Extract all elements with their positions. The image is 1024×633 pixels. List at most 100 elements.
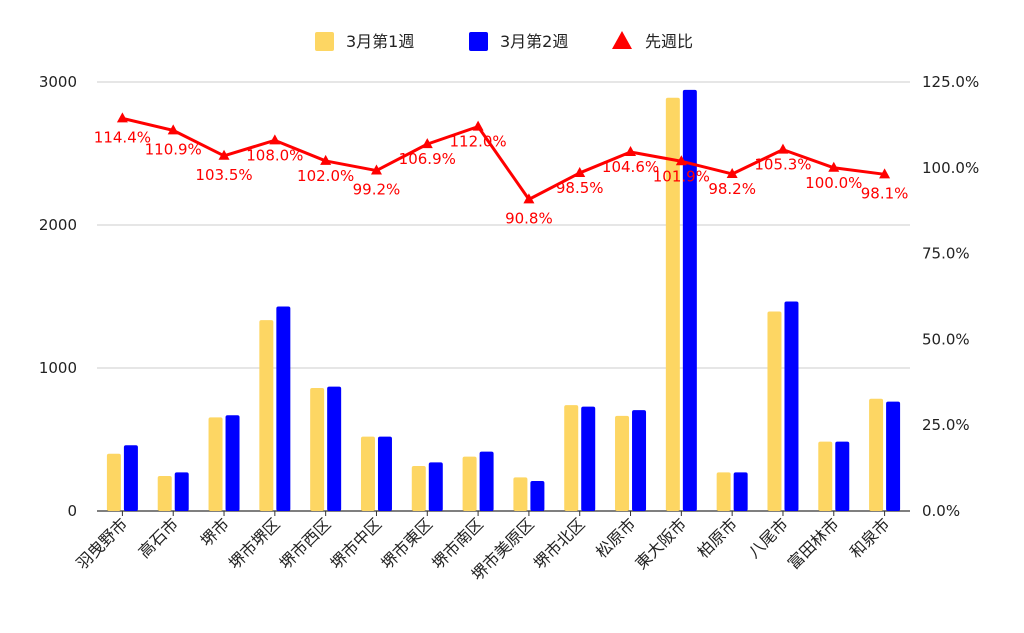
ratio-data-label: 101.9%: [653, 167, 710, 185]
legend-item-week1[interactable]: 3月第1週: [315, 32, 414, 51]
category-label: 和泉市: [846, 514, 893, 561]
bar-week2[interactable]: [682, 89, 697, 512]
bar-week2[interactable]: [225, 415, 240, 511]
bar-week1[interactable]: [665, 97, 680, 511]
ratio-data-label: 105.3%: [754, 156, 811, 174]
legend-label-week2: 3月第2週: [500, 32, 568, 51]
ratio-data-labels: 114.4%110.9% 103.5% 108.0% 102.0%99.2% 106.9…: [94, 128, 909, 227]
right-tick-label: 100.0%: [922, 159, 979, 177]
ratio-marker[interactable]: [421, 138, 433, 149]
bar-week1[interactable]: [310, 388, 325, 511]
bar-series: [106, 89, 901, 512]
ratio-marker[interactable]: [269, 134, 281, 145]
legend-label-ratio: 先週比: [645, 32, 693, 51]
bar-week1[interactable]: [615, 415, 630, 511]
ratio-data-label: 114.4%: [94, 128, 151, 146]
ratio-marker[interactable]: [777, 143, 789, 154]
legend-swatch-week1: [315, 32, 334, 51]
category-label: 富田林市: [784, 514, 843, 573]
bar-week1[interactable]: [716, 472, 731, 511]
ratio-line: [122, 116, 885, 201]
ratio-data-label: 106.9%: [399, 150, 456, 168]
bar-week1[interactable]: [818, 441, 833, 511]
left-tick-label: 2000: [39, 216, 77, 234]
bar-week2[interactable]: [886, 401, 901, 511]
ratio-marker[interactable]: [675, 155, 687, 166]
ratio-data-label: 98.1%: [861, 184, 909, 202]
left-tick-label: 1000: [39, 359, 77, 377]
ratio-data-label: 110.9%: [145, 140, 202, 158]
ratio-marker[interactable]: [574, 166, 586, 177]
ratio-marker[interactable]: [370, 164, 382, 175]
category-label: 堺市中区: [327, 514, 386, 573]
bar-week1[interactable]: [462, 456, 477, 511]
category-label: 堺市堺区: [225, 514, 284, 573]
ratio-marker[interactable]: [879, 168, 891, 179]
bar-week2[interactable]: [123, 445, 138, 511]
legend: 3月第1週 3月第2週 先週比: [315, 31, 693, 51]
legend-swatch-week2: [469, 32, 488, 51]
ratio-data-label: 112.0%: [449, 133, 506, 151]
left-tick-label: 0: [67, 502, 77, 520]
bar-week2[interactable]: [377, 436, 392, 511]
ratio-marker[interactable]: [726, 167, 738, 178]
category-label: 柏原市: [694, 514, 741, 561]
ratio-marker[interactable]: [167, 124, 179, 135]
bar-week2[interactable]: [327, 386, 342, 511]
bar-week1[interactable]: [564, 405, 579, 511]
right-tick-label: 25.0%: [922, 416, 970, 434]
bar-week2[interactable]: [784, 301, 799, 511]
bar-week2[interactable]: [835, 441, 850, 511]
bar-week2[interactable]: [733, 472, 748, 511]
ratio-marker[interactable]: [320, 154, 332, 165]
category-label: 羽曳野市: [73, 514, 132, 573]
legend-item-ratio[interactable]: 先週比: [612, 31, 693, 51]
legend-triangle-icon: [612, 31, 632, 49]
ratio-marker[interactable]: [472, 120, 484, 131]
bar-week2[interactable]: [530, 480, 545, 511]
right-axis-ticks: 0.0% 25.0% 50.0% 75.0% 100.0% 125.0%: [922, 73, 979, 520]
ratio-data-label: 98.5%: [556, 179, 604, 197]
ratio-marker[interactable]: [523, 193, 535, 204]
left-tick-label: 3000: [39, 73, 77, 91]
right-tick-label: 50.0%: [922, 330, 970, 348]
ratio-marker[interactable]: [828, 161, 840, 172]
bar-week2[interactable]: [479, 451, 494, 511]
right-tick-label: 75.0%: [922, 245, 970, 263]
right-tick-label: 125.0%: [922, 73, 979, 91]
ratio-data-label: 103.5%: [195, 166, 252, 184]
category-label: 堺市東区: [377, 514, 436, 573]
ratio-line-series: [116, 112, 891, 204]
category-label: 八尾市: [744, 514, 791, 561]
bar-week2[interactable]: [632, 410, 647, 511]
ratio-data-label: 98.2%: [708, 180, 756, 198]
ratio-data-label: 102.0%: [297, 167, 354, 185]
ratio-marker[interactable]: [218, 149, 230, 160]
bar-week1[interactable]: [360, 436, 375, 511]
bar-week1[interactable]: [411, 465, 426, 511]
ratio-marker[interactable]: [625, 146, 637, 157]
ratio-data-label: 90.8%: [505, 209, 553, 227]
bar-week1[interactable]: [208, 417, 223, 511]
bar-week1[interactable]: [106, 453, 121, 511]
bar-week2[interactable]: [428, 462, 443, 511]
bar-week1[interactable]: [869, 398, 884, 511]
left-axis-ticks: 0 1000 2000 3000: [39, 73, 77, 520]
bar-week1[interactable]: [157, 475, 172, 511]
bar-week1[interactable]: [259, 320, 274, 511]
category-label: 堺市西区: [276, 514, 335, 573]
category-label: 堺市北区: [530, 514, 589, 573]
legend-label-week1: 3月第1週: [346, 32, 414, 51]
legend-item-week2[interactable]: 3月第2週: [469, 32, 568, 51]
category-label: 堺市: [197, 514, 233, 550]
ratio-marker[interactable]: [116, 112, 128, 123]
bar-week2[interactable]: [581, 406, 596, 511]
category-label: 高石市: [135, 514, 182, 561]
bar-week1[interactable]: [767, 311, 782, 511]
bar-week2[interactable]: [276, 306, 291, 511]
bar-week2[interactable]: [174, 472, 189, 511]
ratio-data-label: 108.0%: [246, 146, 303, 164]
bar-week1[interactable]: [513, 477, 528, 511]
